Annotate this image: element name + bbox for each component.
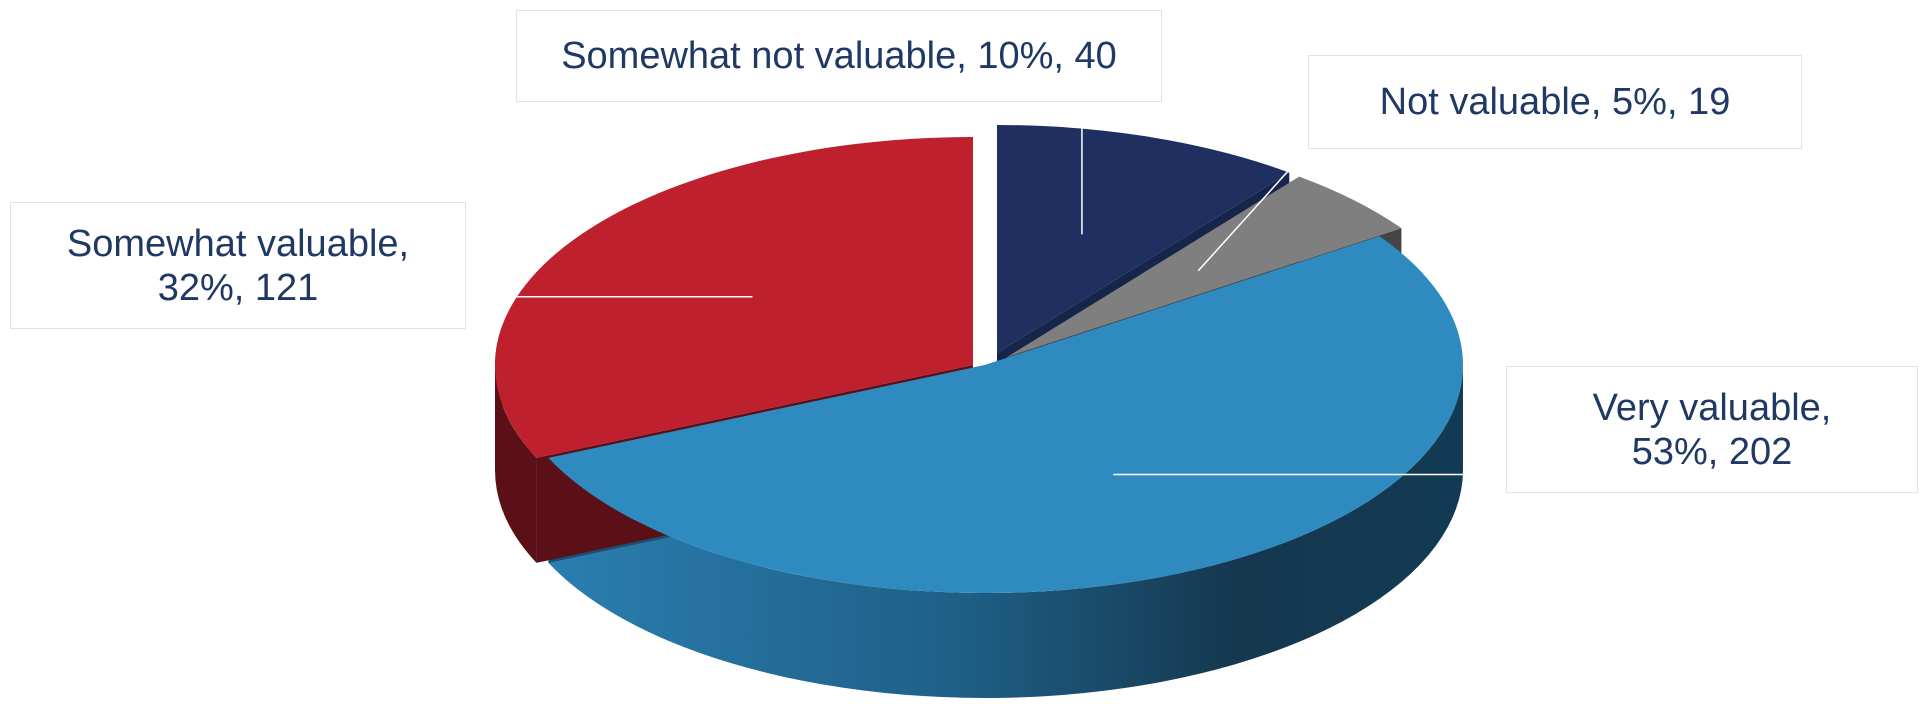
- pie-tops: [495, 125, 1463, 594]
- leader-lines: [466, 102, 1506, 476]
- slice-side-somewhat-valuable: [495, 365, 537, 563]
- data-label-not-valuable: Not valuable, 5%, 19: [1308, 55, 1802, 149]
- data-label-somewhat-not-valuable: Somewhat not valuable, 10%, 40: [516, 10, 1162, 102]
- slice-somewhat-not-valuable: [997, 125, 1290, 353]
- slice-side-very-valuable: [548, 365, 1463, 698]
- slice-not-valuable: [1007, 176, 1402, 357]
- data-label-very-valuable: Very valuable, 53%, 202: [1506, 366, 1918, 493]
- leader-line-not-valuable: [1197, 148, 1309, 272]
- slice-very-valuable: [548, 236, 1463, 594]
- data-label-somewhat-valuable: Somewhat valuable, 32%, 121: [10, 202, 466, 329]
